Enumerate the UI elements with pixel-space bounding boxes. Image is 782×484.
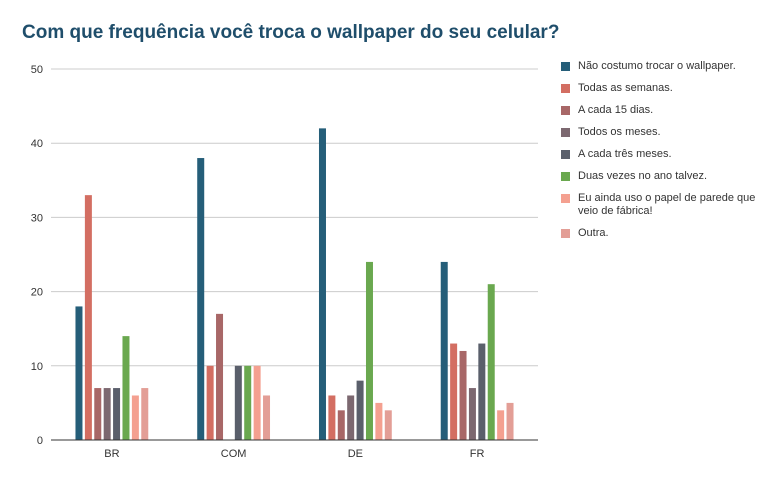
bar [253,365,261,440]
bar [318,128,326,441]
legend-item: Todas as semanas. [561,82,776,95]
y-tick-label: 40 [31,138,43,150]
legend-swatch [561,128,570,137]
x-category-label: BR [104,448,119,460]
bar [94,388,102,440]
bar [450,343,458,440]
legend-swatch [561,84,570,93]
bar [468,388,476,440]
legend-swatch [561,106,570,115]
y-tick-label: 50 [31,64,43,76]
legend-label: A cada 15 dias. [578,104,654,116]
bar [197,158,205,441]
legend-label: A cada três meses. [578,148,672,160]
bar [131,395,139,440]
legend-label: Todas as semanas. [578,82,673,94]
legend-item: Duas vezes no ano talvez. [561,170,776,183]
axes: 0 10 20 30 40 50 BR COM DE FR [31,64,538,460]
legend-label: Todos os meses. [578,126,661,138]
bar [141,388,149,440]
x-category-label: DE [348,448,363,460]
legend-label: Duas vezes no ano talvez. [578,170,708,182]
bar [328,395,336,440]
bar [75,306,83,440]
bar [347,395,355,440]
legend-item: Não costumo trocar o wallpaper. [561,60,776,73]
x-category-label: COM [221,448,247,460]
x-category-label: FR [470,448,485,460]
legend-item: Todos os meses. [561,126,776,139]
legend-label: Não costumo trocar o wallpaper. [578,60,736,72]
bar [497,410,505,440]
y-tick-label: 0 [37,435,43,447]
bar [487,284,495,440]
chart-title: Com que frequência você troca o wallpape… [22,22,560,43]
bar [263,395,271,440]
legend: Não costumo trocar o wallpaper. Todas as … [561,60,776,249]
bar [337,410,345,440]
bar [122,336,130,440]
bar [356,380,364,440]
bar [506,402,514,440]
bar [216,313,224,440]
bar [113,388,121,440]
bar [234,365,242,440]
legend-item: Eu ainda uso o papel de parede que veio … [561,192,776,218]
legend-swatch [561,150,570,159]
bar [384,410,392,440]
legend-swatch [561,229,570,238]
legend-item: A cada 15 dias. [561,104,776,117]
bar [365,261,373,440]
bar [459,350,467,440]
y-tick-label: 30 [31,212,43,224]
legend-label: Eu ainda uso o papel de parede que veio … [578,192,756,217]
legend-label: Outra. [578,227,609,239]
bar [244,365,252,440]
y-tick-label: 10 [31,361,43,373]
bar [440,261,448,440]
legend-item: Outra. [561,227,776,240]
bar [375,402,383,440]
y-tick-label: 20 [31,287,43,299]
bar [84,195,92,440]
legend-item: A cada três meses. [561,148,776,161]
bars [75,128,514,441]
legend-swatch [561,62,570,71]
legend-swatch [561,194,570,203]
bar [206,365,214,440]
gridlines [51,68,538,367]
bar [478,343,486,440]
bar [103,388,111,440]
legend-swatch [561,172,570,181]
